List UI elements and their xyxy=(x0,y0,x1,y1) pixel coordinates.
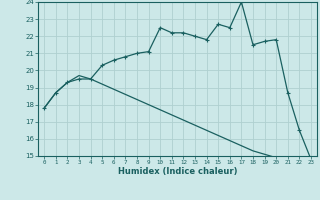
X-axis label: Humidex (Indice chaleur): Humidex (Indice chaleur) xyxy=(118,167,237,176)
